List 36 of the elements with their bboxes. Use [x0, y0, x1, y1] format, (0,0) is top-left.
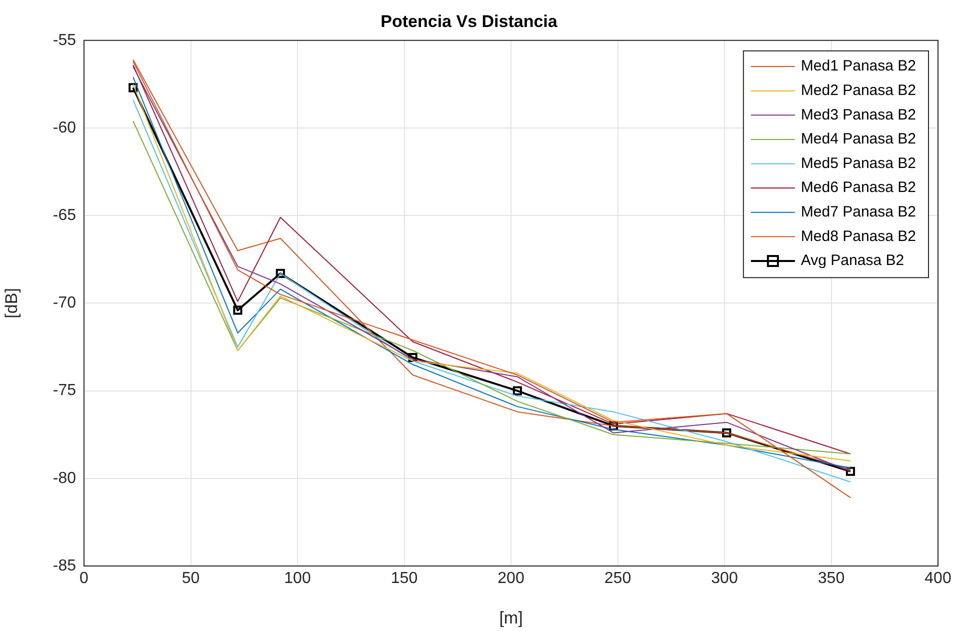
y-tick-label: -60: [52, 119, 76, 136]
y-tick-label: -70: [52, 294, 76, 312]
x-tick-label: 250: [604, 570, 632, 588]
x-tick-label: 100: [284, 570, 311, 588]
x-axis-title: [m]: [499, 608, 523, 628]
point: [512, 386, 522, 396]
x-tick-label: 0: [80, 570, 89, 588]
legend-label: Avg Panasa B2: [800, 252, 904, 270]
legend-label: Med5 Panasa B2: [800, 154, 916, 172]
x-tick-label: 150: [390, 570, 418, 588]
x-tick-label: 50: [182, 570, 200, 588]
y-tick-label: -80: [52, 470, 76, 487]
y-tick-label: -55: [52, 32, 76, 49]
point: [128, 83, 138, 92]
y-tick-label: -85: [52, 557, 76, 574]
legend-label: Med3 Panasa B2: [800, 106, 916, 124]
legend-label: Med8 Panasa B2: [800, 228, 916, 245]
legend-label: Med4 Panasa B2: [800, 130, 916, 148]
point: [408, 352, 418, 362]
point: [846, 466, 855, 476]
legend-label: Med6 Panasa B2: [800, 179, 916, 196]
x-tick-label: 200: [498, 570, 524, 588]
point: [722, 428, 732, 438]
legend-label: Med1 Panasa B2: [800, 58, 916, 75]
x-tick-label: 350: [818, 570, 845, 588]
y-tick-label: -65: [52, 207, 76, 224]
y-axis-title: [dB]: [2, 288, 21, 318]
y-tick-label: -75: [52, 382, 76, 400]
point: [608, 421, 618, 430]
legend-label: Med7 Panasa B2: [800, 203, 916, 220]
point: [233, 306, 242, 315]
x-tick-label: 300: [711, 570, 738, 588]
chart-title: Potencia Vs Distancia: [380, 12, 558, 31]
point: [276, 268, 285, 278]
x-tick-label: 400: [924, 570, 952, 588]
legend-label: Med2 Panasa B2: [800, 82, 916, 99]
